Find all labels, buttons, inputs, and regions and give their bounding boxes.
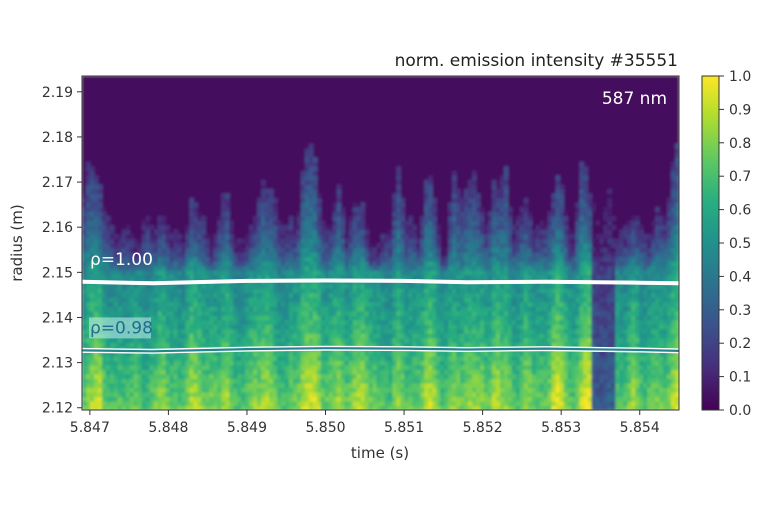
heatmap-plot-area bbox=[81, 75, 680, 411]
x-tick-label: 5.854 bbox=[620, 420, 660, 436]
y-tick-label: 2.19 bbox=[42, 85, 73, 101]
heatmap-image bbox=[82, 76, 679, 410]
colorbar-tick-label: 0.3 bbox=[729, 303, 751, 319]
x-axis: 5.847 5.848 5.849 5.850 5.851 5.852 5.853 5.854 bbox=[70, 410, 660, 436]
contour-label-box bbox=[89, 317, 151, 339]
contour-label: ρ=0.98 bbox=[90, 318, 153, 338]
wavelength-annotation: 587 nm bbox=[602, 89, 667, 109]
colorbar-gradient bbox=[701, 75, 720, 411]
colorbar-ticks: 0.0 0.1 0.2 0.3 0.4 0.5 0.6 0.7 0.8 0.9 1.0 bbox=[719, 69, 751, 419]
y-axis: 2.12 2.13 2.14 2.15 2.16 2.17 2.18 2.19 bbox=[42, 85, 82, 417]
y-tick-label: 2.17 bbox=[42, 175, 73, 191]
x-tick-label: 5.848 bbox=[148, 420, 188, 436]
colorbar-tick-label: 0.0 bbox=[729, 403, 751, 419]
x-tick-label: 5.852 bbox=[463, 420, 503, 436]
y-tick-label: 2.16 bbox=[42, 220, 73, 236]
colorbar-tick-label: 0.1 bbox=[729, 370, 751, 386]
contour-label: ρ=1.00 bbox=[90, 250, 153, 270]
colorbar-tick-label: 0.8 bbox=[729, 136, 751, 152]
colorbar-tick-label: 0.4 bbox=[729, 269, 751, 285]
x-axis-label: time (s) bbox=[351, 444, 409, 462]
colorbar-tick-label: 0.7 bbox=[729, 169, 751, 185]
colorbar: 0.0 0.1 0.2 0.3 0.4 0.5 0.6 0.7 0.8 0.9 1.0 bbox=[701, 69, 751, 419]
contour-labels: ρ=1.00 ρ=0.98 bbox=[89, 250, 153, 339]
contour-line bbox=[82, 278, 679, 286]
colorbar-tick-label: 0.9 bbox=[729, 102, 751, 118]
y-axis-label: radius (m) bbox=[8, 204, 26, 281]
y-tick-label: 2.14 bbox=[42, 310, 73, 326]
x-tick-label: 5.851 bbox=[384, 420, 424, 436]
plot-frame bbox=[81, 75, 680, 411]
y-tick-label: 2.15 bbox=[42, 265, 73, 281]
x-tick-label: 5.849 bbox=[227, 420, 267, 436]
colorbar-tick-label: 0.2 bbox=[729, 336, 751, 352]
y-tick-label: 2.12 bbox=[42, 401, 73, 417]
colorbar-tick-label: 0.5 bbox=[729, 236, 751, 252]
contour-line-inner bbox=[82, 347, 679, 353]
x-tick-label: 5.850 bbox=[305, 420, 345, 436]
y-tick-label: 2.18 bbox=[42, 130, 73, 146]
colorbar-tick-label: 1.0 bbox=[729, 69, 751, 85]
x-tick-label: 5.847 bbox=[70, 420, 110, 436]
colorbar-tick-label: 0.6 bbox=[729, 203, 751, 219]
flux-surface-contours bbox=[82, 278, 679, 354]
y-tick-label: 2.13 bbox=[42, 356, 73, 372]
chart-title: norm. emission intensity #35551 bbox=[395, 51, 678, 71]
x-tick-label: 5.853 bbox=[541, 420, 581, 436]
